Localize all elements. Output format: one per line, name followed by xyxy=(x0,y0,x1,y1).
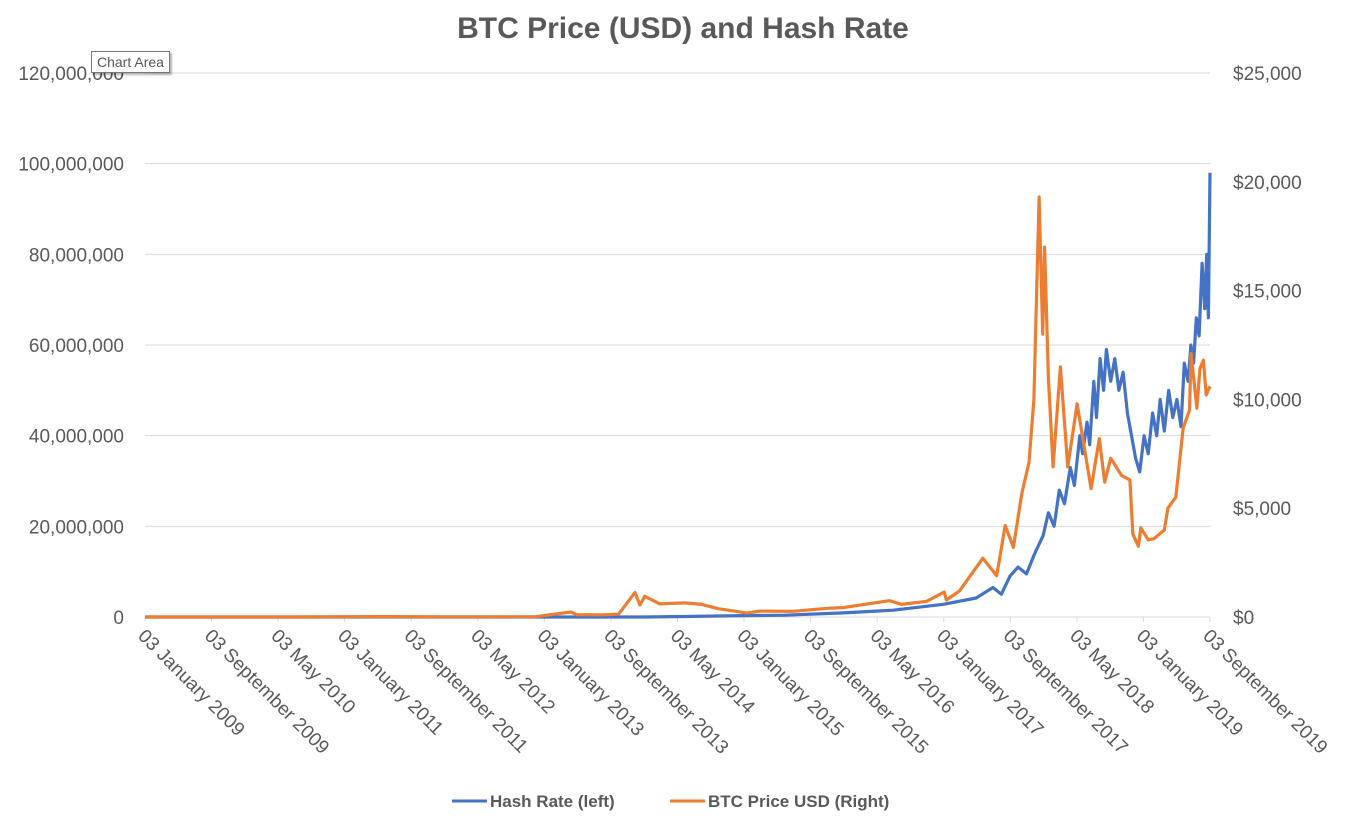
y-right-tick-label: $5,000 xyxy=(1233,499,1291,520)
x-tick-label: 03 September 2011 xyxy=(400,626,532,758)
legend-btc-price[interactable]: BTC Price USD (Right) xyxy=(708,792,889,811)
x-tick-label: 03 September 2015 xyxy=(799,626,932,759)
y-left-tick-label: 80,000,000 xyxy=(29,245,124,266)
x-tick-label: 03 September 2013 xyxy=(599,626,732,759)
y-right-tick-label: $25,000 xyxy=(1233,64,1302,85)
chart-area-tooltip: Chart Area xyxy=(91,51,170,73)
y-left-tick-label: 20,000,000 xyxy=(29,517,124,538)
y-left-tick-label: 60,000,000 xyxy=(29,336,124,357)
y-left-tick-label: 0 xyxy=(113,608,124,629)
hash-rate-line[interactable] xyxy=(145,172,1212,619)
plot-lines[interactable] xyxy=(145,172,1212,619)
x-tick-label: 03 September 2017 xyxy=(999,626,1132,759)
legend-hash-rate[interactable]: Hash Rate (left) xyxy=(490,792,615,811)
y-right-tick-label: $15,000 xyxy=(1233,282,1302,303)
x-tick-label: 03 September 2019 xyxy=(1198,626,1331,759)
gridlines xyxy=(145,72,1210,527)
y-axis-left: 0 20,000,000 40,000,000 60,000,000 80,000,00… xyxy=(18,64,124,629)
y-right-tick-label: $10,000 xyxy=(1233,390,1302,411)
y-right-tick-label: $20,000 xyxy=(1233,173,1302,194)
btc-price-line[interactable] xyxy=(145,195,1212,619)
chart-title: BTC Price (USD) and Hash Rate xyxy=(457,12,909,45)
y-axis-right: $0 $5,000 $10,000 $15,000 $20,000 $25,000 xyxy=(1233,64,1302,629)
y-left-tick-label: 100,000,000 xyxy=(18,155,124,176)
y-right-tick-label: $0 xyxy=(1233,608,1254,629)
x-tick-label: 03 September 2009 xyxy=(200,626,333,759)
legend[interactable]: Hash Rate (left) BTC Price USD (Right) xyxy=(452,792,889,811)
y-left-tick-label: 40,000,000 xyxy=(29,427,124,448)
